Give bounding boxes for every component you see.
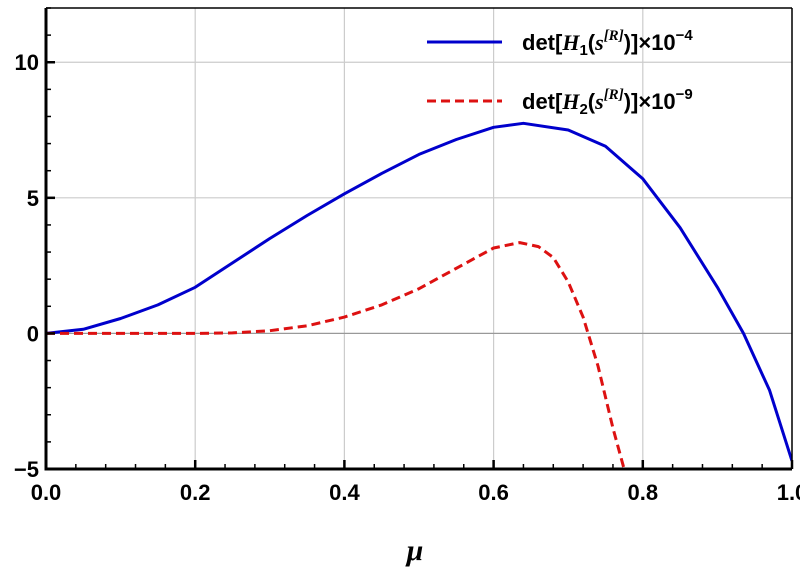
x-tick-label: 0.0 [31,480,62,505]
tick-marks [44,7,794,471]
x-tick-label: 1.0 [777,480,800,505]
x-tick-label: 0.6 [478,480,509,505]
y-tick-label: 10 [15,50,39,75]
y-tick-label: −5 [14,457,39,482]
y-tick-label: 0 [27,321,39,346]
y-tick-label: 5 [27,186,39,211]
legend-label-1: det[H1(s[R])]×10−4 [522,27,693,59]
grid-lines [46,8,793,469]
x-tick-label: 0.8 [628,480,659,505]
series-line-1 [46,121,792,462]
x-tick-label: 0.2 [180,480,211,505]
legend: det[H1(s[R])]×10−4 det[H2(s[R])]×10−9 [427,27,693,118]
series-line-2 [46,241,626,469]
plot-frame [44,7,793,471]
series-group [46,121,792,469]
tick-labels: 0.0 0.2 0.4 0.6 0.8 1.0 −5 0 5 10 [14,50,800,505]
legend-label-2: det[H2(s[R])]×10−9 [522,86,693,118]
x-tick-label: 0.4 [329,480,360,505]
x-axis-title: μ [405,534,424,567]
